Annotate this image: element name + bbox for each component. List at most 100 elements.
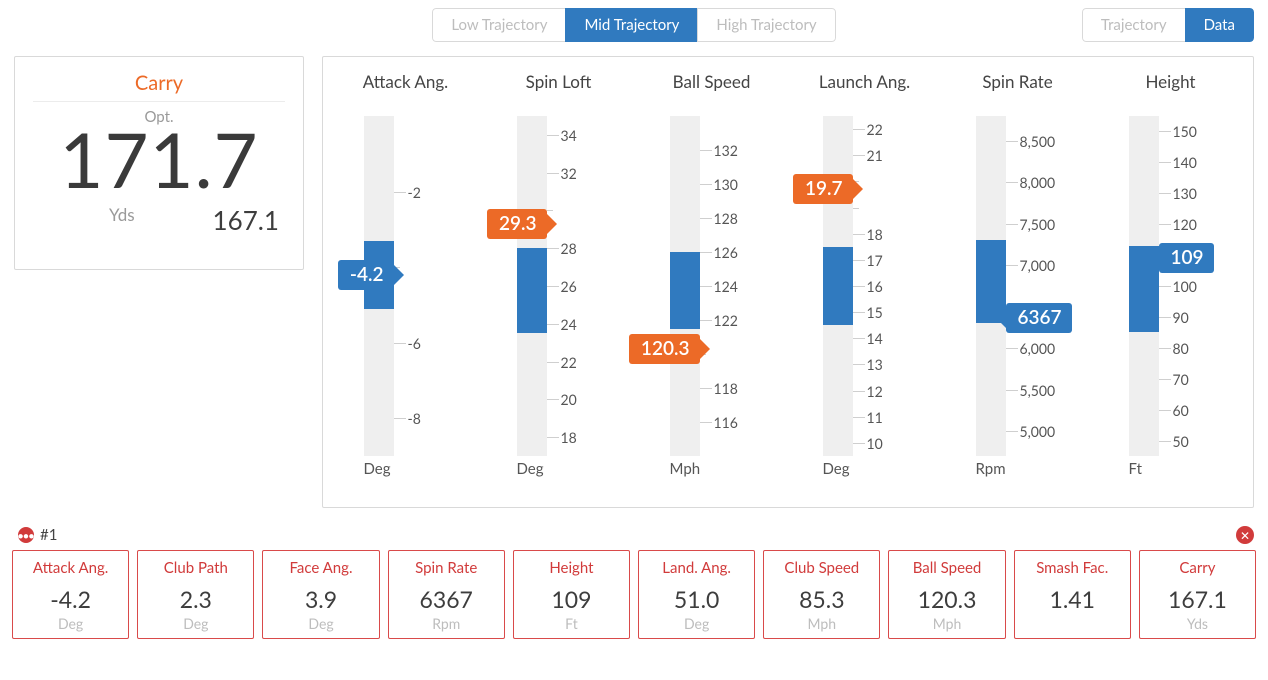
gauge-tick: [547, 210, 553, 212]
gauge-tick: [853, 208, 859, 210]
gauge-spin-rate: Spin Rate8,5008,0007,5007,0006,0005,5005…: [946, 71, 1090, 499]
gauge-tick: 26: [547, 286, 559, 288]
stat-label: Smash Fac.: [1019, 559, 1126, 577]
tab-trajectory-mid-trajectory[interactable]: Mid Trajectory: [565, 8, 698, 42]
gauge-tick-label: 128: [714, 210, 738, 227]
tab-trajectory-low-trajectory[interactable]: Low Trajectory: [432, 8, 566, 42]
gauge-tick-label: -6: [408, 335, 421, 352]
trajectory-toggle-group: Low TrajectoryMid TrajectoryHigh Traject…: [432, 8, 835, 42]
stat-label: Carry: [1144, 559, 1251, 577]
gauge-tick: -6: [394, 343, 406, 345]
stat-card-club-path[interactable]: Club Path2.3Deg: [137, 550, 254, 639]
gauge-tick-label: 26: [561, 278, 577, 295]
stat-card-face-ang[interactable]: Face Ang.3.9Deg: [262, 550, 379, 639]
gauge-tick: 60: [1159, 410, 1171, 412]
stat-unit: [1019, 615, 1126, 632]
gauge-tick-label: -8: [408, 410, 421, 427]
gauge-tick: 15: [853, 312, 865, 314]
gauge-tick-label: 32: [561, 165, 577, 182]
gauge-tick: 7,500: [1006, 224, 1018, 226]
gauge-tick: 124: [700, 286, 712, 288]
stat-unit: Deg: [643, 615, 750, 632]
stat-value: -4.2: [17, 585, 124, 613]
tab-view-data[interactable]: Data: [1185, 8, 1254, 42]
view-toggle-group: TrajectoryData: [1082, 8, 1254, 42]
gauge-tick: 5,000: [1006, 431, 1018, 433]
gauge-tick: 140: [1159, 162, 1171, 164]
gauge-tick: 120: [1159, 224, 1171, 226]
gauge-body: 343228262422201829.3: [487, 116, 631, 456]
gauge-tick-label: 7,500: [1020, 216, 1056, 233]
gauge-tick: 50: [1159, 441, 1171, 443]
gauge-unit-label: Ft: [1129, 460, 1143, 478]
stat-value: 85.3: [768, 585, 875, 613]
gauge-tick: 34: [547, 135, 559, 137]
gauge-marker: -4.2: [338, 260, 394, 290]
gauge-attack-angle: Attack Ang.-2-6-8-4.2Deg: [334, 71, 478, 499]
stat-value: 167.1: [1144, 585, 1251, 613]
stat-card-club-speed[interactable]: Club Speed85.3Mph: [763, 550, 880, 639]
gauge-tick: 6,000: [1006, 348, 1018, 350]
gauge-tick-label: 60: [1173, 402, 1189, 419]
gauge-tick: 18: [547, 437, 559, 439]
gauge-tick: 130: [1159, 193, 1171, 195]
tab-view-trajectory[interactable]: Trajectory: [1082, 8, 1186, 42]
gauge-unit-label: Deg: [364, 460, 391, 478]
stat-label: Spin Rate: [393, 559, 500, 577]
gauge-tick: 28: [547, 248, 559, 250]
gauge-tick-label: 16: [867, 278, 883, 295]
stat-card-spin-rate[interactable]: Spin Rate6367Rpm: [388, 550, 505, 639]
gauge-tick: 80: [1159, 348, 1171, 350]
carry-sub-row: Yds 167.1: [33, 200, 285, 236]
stat-value: 51.0: [643, 585, 750, 613]
stat-card-carry[interactable]: Carry 167.1 Yds: [1139, 550, 1256, 639]
gauge-tick-label: 28: [561, 240, 577, 257]
gauge-tick: -2: [394, 192, 406, 194]
gauge-unit-label: Rpm: [976, 460, 1006, 478]
gauge-title: Spin Loft: [526, 71, 592, 92]
gauge-tick: 32: [547, 173, 559, 175]
stat-card-ball-speed[interactable]: Ball Speed120.3Mph: [888, 550, 1005, 639]
gauge-marker: 19.7: [793, 174, 853, 204]
gauge-tick-label: 122: [714, 312, 738, 329]
gauge-tick: 22: [853, 129, 865, 131]
gauge-marker: 120.3: [629, 334, 700, 364]
stat-card-attack-ang[interactable]: Attack Ang.-4.2Deg: [12, 550, 129, 639]
close-icon[interactable]: ✕: [1236, 526, 1254, 544]
gauge-body: -2 -6 -8 -4.2: [334, 116, 478, 456]
gauge-tick-label: 22: [561, 354, 577, 371]
stat-unit: Yds: [1144, 615, 1251, 632]
stat-card-smash-fac[interactable]: Smash Fac.1.41: [1014, 550, 1131, 639]
gauge-tick: -8: [394, 418, 406, 420]
gauge-tick-label: 34: [561, 127, 577, 144]
gauge-tick: 13: [853, 364, 865, 366]
gauge-body: 222118171615141312111019.7: [793, 116, 937, 456]
gauge-tick: 7,000: [1006, 265, 1018, 267]
gauge-tick: 122: [700, 320, 712, 322]
stat-unit: Mph: [768, 615, 875, 632]
gauge-tick-label: 21: [867, 147, 883, 164]
gauge-tick-label: 6,000: [1020, 340, 1056, 357]
gauge-tick-label: 130: [1173, 185, 1197, 202]
gauge-tick-label: 140: [1173, 154, 1197, 171]
stat-card-land-ang[interactable]: Land. Ang.51.0Deg: [638, 550, 755, 639]
gauge-tick-label: 11: [867, 409, 883, 426]
tab-trajectory-high-trajectory[interactable]: High Trajectory: [697, 8, 835, 42]
gauge-tick: 14: [853, 338, 865, 340]
stat-card-height[interactable]: Height109Ft: [513, 550, 630, 639]
gauge-tick: 8,500: [1006, 141, 1018, 143]
gauge-tick-label: 18: [867, 226, 883, 243]
gauge-tick-label: 80: [1173, 340, 1189, 357]
gauge-zone: [823, 247, 853, 325]
gauge-tick: 24: [547, 324, 559, 326]
gauges-panel: Attack Ang.-2-6-8-4.2DegSpin Loft3432282…: [322, 56, 1254, 508]
gauge-unit-label: Deg: [823, 460, 850, 478]
gauge-tick-label: 90: [1173, 309, 1189, 326]
gauge-tick: 11: [853, 417, 865, 419]
gauge-tick-label: 14: [867, 330, 883, 347]
stat-value: 6367: [393, 585, 500, 613]
stat-unit: Mph: [893, 615, 1000, 632]
gauge-launch-angle: Launch Ang.222118171615141312111019.7Deg: [793, 71, 937, 499]
gauge-tick: 128: [700, 218, 712, 220]
carry-actual-value: 167.1: [213, 204, 279, 236]
